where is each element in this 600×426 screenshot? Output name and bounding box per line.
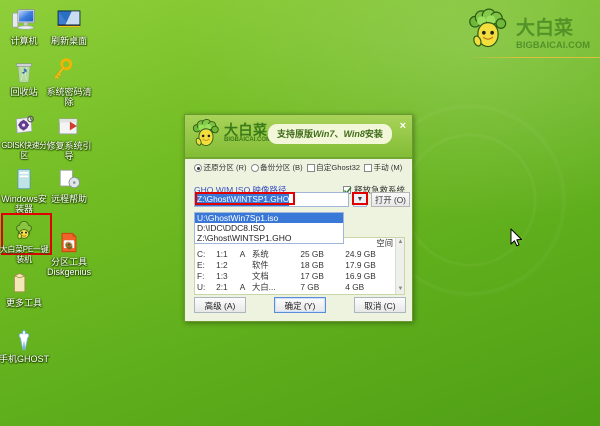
svg-text:大白菜: 大白菜 — [516, 16, 573, 39]
svg-text:BIGBAICAI.COM: BIGBAICAI.COM — [516, 40, 590, 50]
svg-text:G: G — [66, 242, 72, 249]
